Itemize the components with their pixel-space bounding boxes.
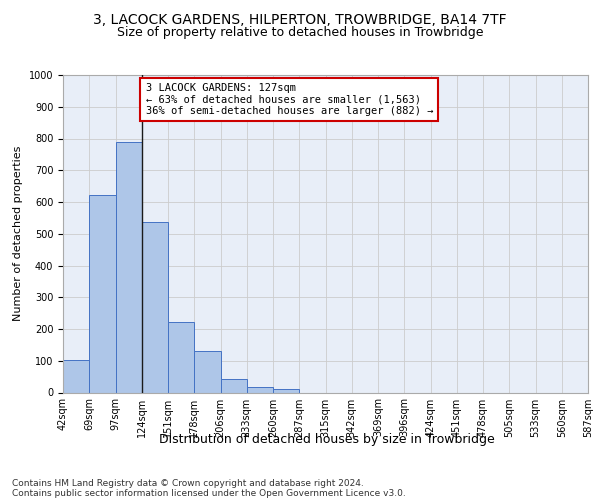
Text: Contains public sector information licensed under the Open Government Licence v3: Contains public sector information licen… xyxy=(12,488,406,498)
Bar xyxy=(273,388,299,392)
Bar xyxy=(63,360,89,392)
Y-axis label: Number of detached properties: Number of detached properties xyxy=(13,146,23,322)
Text: Distribution of detached houses by size in Trowbridge: Distribution of detached houses by size … xyxy=(159,432,495,446)
Bar xyxy=(115,142,142,392)
Bar xyxy=(168,322,194,392)
Bar xyxy=(142,222,168,392)
Bar xyxy=(247,388,273,392)
Text: Size of property relative to detached houses in Trowbridge: Size of property relative to detached ho… xyxy=(117,26,483,39)
Text: Contains HM Land Registry data © Crown copyright and database right 2024.: Contains HM Land Registry data © Crown c… xyxy=(12,478,364,488)
Bar xyxy=(194,350,221,393)
Bar xyxy=(89,195,115,392)
Text: 3, LACOCK GARDENS, HILPERTON, TROWBRIDGE, BA14 7TF: 3, LACOCK GARDENS, HILPERTON, TROWBRIDGE… xyxy=(93,12,507,26)
Bar xyxy=(221,379,247,392)
Text: 3 LACOCK GARDENS: 127sqm
← 63% of detached houses are smaller (1,563)
36% of sem: 3 LACOCK GARDENS: 127sqm ← 63% of detach… xyxy=(146,83,433,116)
